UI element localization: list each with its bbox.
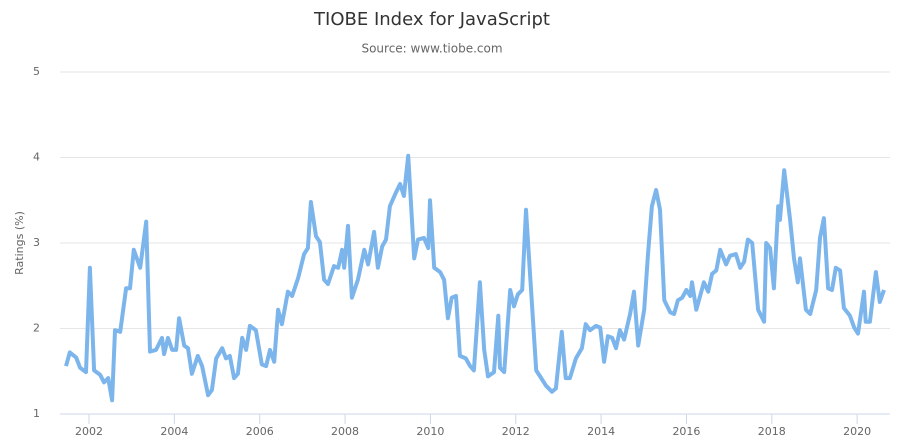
x-tick-label: 2018 xyxy=(758,425,786,438)
x-tick-label: 2020 xyxy=(843,425,871,438)
y-tick-label: 1 xyxy=(33,407,40,420)
x-tick-label: 2008 xyxy=(331,425,359,438)
y-tick-label: 4 xyxy=(33,151,40,164)
chart-subtitle: Source: www.tiobe.com xyxy=(361,42,502,56)
x-tick-label: 2016 xyxy=(672,425,700,438)
series-line xyxy=(64,153,886,403)
y-tick-label: 3 xyxy=(33,236,40,249)
x-tick-label: 2004 xyxy=(160,425,188,438)
x-tick-label: 2006 xyxy=(246,425,274,438)
x-tick-label: 2010 xyxy=(416,425,444,438)
chart-title: TIOBE Index for JavaScript xyxy=(313,9,550,30)
y-tick-label: 2 xyxy=(33,322,40,335)
x-tick-label: 2014 xyxy=(587,425,615,438)
y-axis-label: Ratings (%) xyxy=(13,211,26,275)
x-tick-label: 2012 xyxy=(502,425,530,438)
y-tick-label: 5 xyxy=(33,65,40,78)
x-tick-label: 2002 xyxy=(75,425,103,438)
